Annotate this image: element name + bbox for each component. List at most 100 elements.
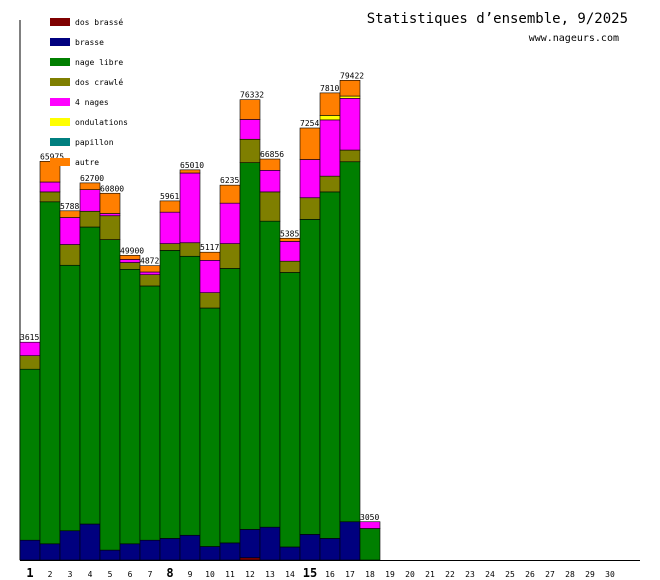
- x-tick-label: 23: [465, 570, 475, 579]
- legend-swatch: [50, 38, 70, 46]
- bar-total-label: 4872: [140, 257, 159, 266]
- bar-segment: [159, 243, 181, 251]
- bar-segment: [179, 242, 201, 257]
- bar-segment: [119, 255, 141, 260]
- x-tick-label: 2: [48, 570, 53, 579]
- bar-segment: [39, 543, 61, 561]
- bar-segment: [319, 175, 341, 193]
- bar-segment: [59, 217, 81, 245]
- bar-segment: [79, 210, 101, 228]
- x-tick-label: 13: [265, 570, 275, 579]
- x-tick-label: 21: [425, 570, 435, 579]
- bar-segment: [319, 92, 341, 116]
- bar-total-label: 49900: [120, 246, 144, 255]
- bar-segment: [319, 115, 341, 121]
- bar-total-label: 79422: [340, 71, 364, 80]
- bar-segment: [319, 119, 341, 177]
- legend-label: nage libre: [75, 58, 123, 67]
- chart-title: Statistiques d’ensemble, 9/2025: [367, 11, 628, 27]
- bar-segment: [279, 237, 301, 242]
- bar-segment: [239, 529, 261, 559]
- bar-segment: [299, 159, 321, 199]
- legend-swatch: [50, 118, 70, 126]
- x-tick-label: 24: [485, 570, 495, 579]
- bar-segment: [219, 542, 241, 561]
- x-tick-label: 7: [148, 570, 153, 579]
- legend-swatch: [50, 78, 70, 86]
- bar-segment: [299, 534, 321, 561]
- bar-segment: [179, 255, 201, 536]
- x-tick-label: 30: [605, 570, 615, 579]
- bar-segment: [159, 200, 181, 213]
- bar-segment: [239, 138, 261, 163]
- bar-segment: [259, 158, 281, 171]
- bar-segment: [259, 191, 281, 222]
- bar-total-label: 60800: [100, 184, 124, 193]
- bar-segment: [259, 526, 281, 561]
- bar-total-label: 5961: [160, 192, 179, 201]
- bar-segment: [59, 264, 81, 532]
- bar-segment: [279, 241, 301, 262]
- x-tick-label: 15: [303, 566, 317, 580]
- bar-segment: [39, 201, 61, 545]
- x-tick-label: 12: [245, 570, 255, 579]
- bar-segment: [59, 210, 81, 218]
- legend-label: ondulations: [75, 118, 128, 127]
- bar-segment: [99, 215, 121, 240]
- legend-swatch: [50, 138, 70, 146]
- legend-swatch: [50, 18, 70, 26]
- x-tick-label: 18: [365, 570, 375, 579]
- legend-label: papillon: [75, 138, 114, 147]
- bar-segment: [279, 260, 301, 273]
- bar-segment: [339, 80, 361, 97]
- bar-segment: [139, 539, 161, 561]
- legend: dos brassé brasse nage libre dos crawlé 4 na…: [50, 17, 128, 167]
- bar-segment: [59, 530, 81, 561]
- bar-total-label: 65975: [40, 152, 64, 161]
- bar-segment: [319, 538, 341, 561]
- bar-segment: [299, 219, 321, 535]
- bar-total-label: 65010: [180, 161, 204, 170]
- bar-total-label: 5117: [200, 243, 219, 252]
- bar-segment: [179, 172, 201, 244]
- bar-segment: [239, 119, 261, 140]
- x-tick-label: 1: [26, 566, 33, 580]
- legend-swatch: [50, 158, 70, 166]
- bar-segment: [279, 272, 301, 548]
- bar-total-label: 6235: [220, 176, 239, 185]
- bar-segment: [79, 189, 101, 212]
- bar-segment: [339, 98, 361, 151]
- bar-segment: [139, 265, 161, 273]
- bar-segment: [199, 259, 221, 293]
- bar-segment: [319, 191, 341, 539]
- legend-swatch: [50, 58, 70, 66]
- bar-segment: [139, 271, 161, 276]
- x-tick-label: 25: [505, 570, 515, 579]
- bar-segment: [79, 523, 101, 561]
- bar-segment: [219, 268, 241, 544]
- legend-label: autre: [75, 158, 99, 167]
- bar-segment: [359, 528, 381, 561]
- bar-total-label: 66856: [260, 150, 284, 159]
- bar-segment: [19, 368, 41, 541]
- x-tick-label: 4: [88, 570, 93, 579]
- bar-segment: [199, 251, 221, 261]
- bar-total-label: 3050: [360, 513, 379, 522]
- bar-segment: [179, 169, 201, 174]
- bar-segment: [99, 213, 121, 217]
- bar-segment: [59, 244, 81, 266]
- bar-segment: [259, 220, 281, 528]
- x-tick-label: 6: [128, 570, 133, 579]
- bar-segment: [119, 262, 141, 270]
- bar-total-label: 3615: [20, 333, 39, 342]
- bar-total-label: 5788: [60, 202, 79, 211]
- bar-segment: [219, 184, 241, 204]
- x-tick-label: 22: [445, 570, 455, 579]
- bar-segment: [239, 162, 261, 530]
- x-tick-label: 17: [345, 570, 355, 579]
- bar-segment: [19, 355, 41, 370]
- bar-total-label: 5385: [280, 229, 299, 238]
- bar-segment: [299, 197, 321, 220]
- bar-segment: [139, 285, 161, 541]
